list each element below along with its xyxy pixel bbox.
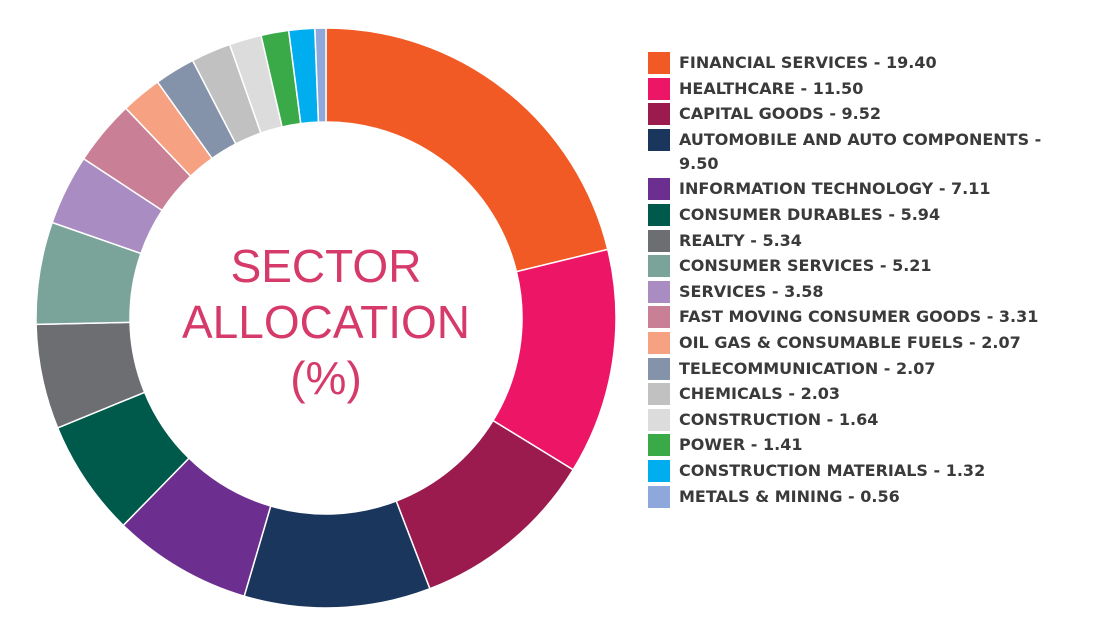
legend-swatch: [648, 331, 670, 354]
legend-item: POWER - 1.41: [648, 434, 1088, 457]
legend-swatch: [648, 103, 670, 126]
chart-title: SECTOR ALLOCATION (%): [182, 240, 470, 404]
legend-label: CONSUMER SERVICES - 5.21: [679, 256, 932, 276]
legend-swatch: [648, 485, 670, 508]
legend-swatch: [648, 434, 670, 457]
slice: [325, 27, 609, 273]
legend-label: FAST MOVING CONSUMER GOODS - 3.31: [679, 307, 1039, 327]
legend-item: TELECOMMUNICATION - 2.07: [648, 357, 1088, 381]
legend-swatch: [648, 255, 670, 278]
legend-label: CHEMICALS - 2.03: [679, 384, 841, 404]
legend-item: CONSUMER SERVICES - 5.21: [648, 255, 1088, 278]
legend-swatch: [648, 357, 670, 380]
legend-label: SERVICES - 3.58: [679, 281, 824, 301]
legend-label: TELECOMMUNICATION - 2.07: [679, 358, 936, 378]
legend-swatch: [648, 77, 670, 100]
legend-swatch: [648, 128, 670, 151]
legend-item: FAST MOVING CONSUMER GOODS - 3.31: [648, 306, 1088, 329]
legend-item: INFORMATION TECHNOLOGY - 7.11: [648, 178, 1088, 201]
legend-label: HEALTHCARE - 11.50: [679, 78, 864, 98]
legend-item: AUTOMOBILE AND AUTO COMPONENTS - 9.50: [648, 128, 1088, 176]
legend-item: CHEMICALS - 2.03: [648, 383, 1088, 406]
legend-label: CONSUMER DURABLES - 5.94: [679, 204, 941, 224]
legend-item: HEALTHCARE - 11.50: [648, 77, 1088, 101]
legend-label: METALS & MINING - 0.56: [679, 486, 900, 506]
legend-swatch: [648, 229, 670, 252]
legend-swatch: [648, 203, 670, 226]
legend-label: CONSTRUCTION MATERIALS - 1.32: [679, 460, 986, 480]
slice: [314, 27, 327, 123]
legend-label: FINANCIAL SERVICES - 19.40: [679, 53, 937, 72]
legend-swatch: [648, 408, 670, 431]
legend-label: REALTY - 5.34: [679, 230, 802, 250]
legend-item: REALTY - 5.34: [648, 229, 1088, 253]
legend-item: OIL GAS & CONSUMABLE FUELS - 2.07: [648, 331, 1088, 355]
legend-item: FINANCIAL SERVICES - 19.40: [648, 52, 1088, 75]
legend-label: INFORMATION TECHNOLOGY - 7.11: [679, 179, 991, 199]
legend-label: OIL GAS & CONSUMABLE FUELS - 2.07: [679, 332, 1021, 352]
legend: FINANCIAL SERVICES - 19.40 HEALTHCARE - 1…: [648, 52, 1088, 511]
legend-item: CAPITAL GOODS - 9.52: [648, 103, 1088, 126]
legend-swatch: [648, 383, 670, 406]
legend-item: CONSTRUCTION - 1.64: [648, 408, 1088, 432]
legend-label: CAPITAL GOODS - 9.52: [679, 104, 882, 124]
chart: [35, 27, 617, 609]
legend-swatch: [648, 306, 670, 329]
slice: [243, 500, 431, 609]
legend-swatch: [648, 459, 670, 482]
legend-item: SERVICES - 3.58: [648, 280, 1088, 304]
legend-item: CONSTRUCTION MATERIALS - 1.32: [648, 459, 1088, 483]
legend-item: CONSUMER DURABLES - 5.94: [648, 203, 1088, 227]
legend-item: METALS & MINING - 0.56: [648, 485, 1088, 509]
legend-label: POWER - 1.41: [679, 435, 803, 455]
legend-swatch: [648, 280, 670, 303]
legend-label: AUTOMOBILE AND AUTO COMPONENTS - 9.50: [679, 129, 1042, 173]
legend-swatch: [648, 52, 670, 74]
legend-label: CONSTRUCTION - 1.64: [679, 409, 879, 429]
legend-swatch: [648, 178, 670, 201]
